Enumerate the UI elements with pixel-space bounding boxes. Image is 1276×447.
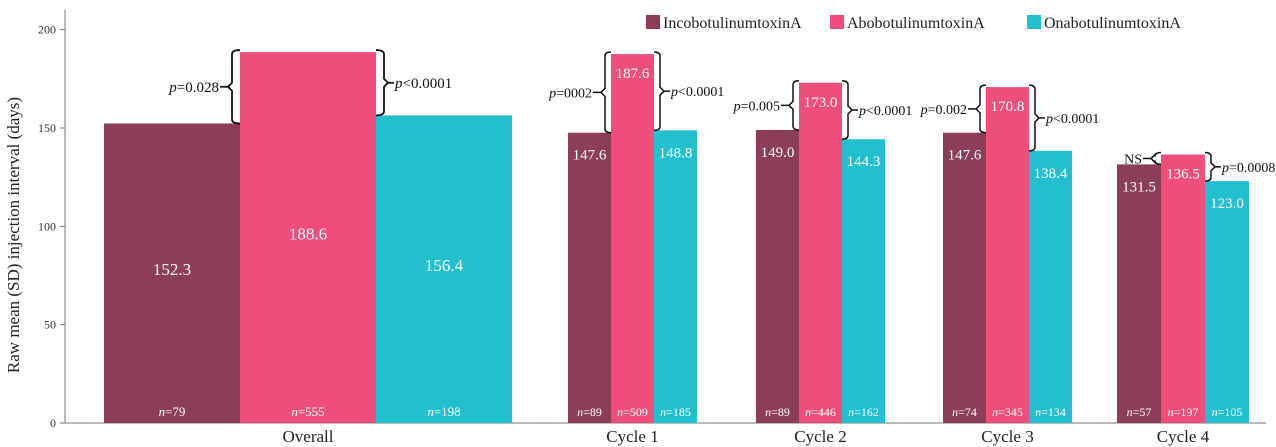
bar [240, 52, 376, 423]
n-label: n=555 [291, 404, 324, 419]
comparison-bracket [1028, 84, 1041, 152]
p-value-label: p=0.005 [733, 99, 780, 114]
bar [1117, 164, 1161, 423]
n-label: n=185 [660, 405, 691, 419]
p-value-label: p<0.0001 [1045, 112, 1099, 127]
legend-label: AbobotulinumtoxinA [847, 15, 985, 32]
data-label: 144.3 [847, 154, 881, 170]
legend: IncobotulinumtoxinA AbobotulinumtoxinA Ona… [646, 15, 1181, 32]
comparison-bracket [599, 51, 612, 134]
p-value-label: p<0.0001 [394, 76, 452, 92]
n-label: n=345 [992, 405, 1023, 419]
bar [654, 130, 697, 424]
bar [799, 82, 842, 424]
comparison-bracket [787, 80, 800, 131]
category-label: Cycle 1 [606, 427, 658, 446]
bar [1029, 150, 1072, 423]
bar [376, 115, 512, 423]
bar [986, 87, 1029, 424]
y-tick-label: 150 [38, 121, 56, 135]
p-value-label: p=0.002 [920, 103, 967, 118]
p-value-label: p<0.0001 [858, 104, 912, 119]
data-label: 173.0 [804, 95, 838, 111]
comparison-bracket [1149, 151, 1162, 166]
bar [611, 54, 654, 423]
n-label: n=57 [1127, 405, 1152, 419]
comparison-bracket [226, 49, 241, 125]
n-label: n=74 [952, 405, 977, 419]
data-label: 170.8 [991, 99, 1025, 115]
category-label: Cycle 4 [1157, 427, 1210, 446]
comparison-bracket [375, 49, 390, 117]
n-label: n=89 [765, 405, 790, 419]
category-label: Cycle 2 [794, 427, 846, 446]
legend-swatch [830, 15, 844, 29]
comparison-bracket [1204, 151, 1217, 182]
n-label: n=198 [427, 404, 460, 419]
y-tick-label: 100 [38, 219, 56, 233]
n-label: n=509 [617, 405, 648, 419]
data-label: 187.6 [616, 66, 650, 82]
y-tick-label: 0 [50, 416, 56, 430]
n-label: n=197 [1168, 405, 1199, 419]
category-label: Overall [283, 427, 334, 446]
p-value-label: NS [1124, 152, 1142, 167]
data-label: 147.6 [573, 148, 607, 164]
annotations: p=0.028 p<0.0001 p=0002 p<0.0001 p=0.005 p<0.… [168, 49, 1275, 182]
bar [104, 123, 240, 423]
data-label: 148.8 [659, 145, 693, 161]
bar [1161, 154, 1205, 424]
comparison-bracket [653, 51, 666, 132]
n-label: n=162 [848, 405, 879, 419]
p-value-label: p=0.028 [168, 80, 219, 96]
data-label: 156.4 [425, 256, 464, 275]
p-value-label: p=0002 [548, 86, 592, 101]
p-value-label: p<0.0001 [670, 85, 724, 100]
legend-label: OnabotulinumtoxinA [1044, 15, 1181, 32]
bar [943, 132, 986, 423]
bar [568, 132, 611, 423]
n-label: n=89 [577, 405, 602, 419]
data-label: 131.5 [1122, 179, 1156, 195]
legend-swatch [1027, 15, 1041, 29]
y-tick-label: 50 [44, 318, 56, 332]
y-axis-label: Raw mean (SD) injection interval (days) [4, 97, 23, 373]
data-label: 123.0 [1210, 196, 1244, 212]
p-value-label: p=0.0008 [1221, 161, 1275, 176]
bars: 152.3 n=79 188.6 n=555 156.4 n=198 147.6 n=89 18… [104, 52, 1249, 424]
y-tick-label: 200 [38, 23, 56, 37]
comparison-bracket [974, 84, 987, 134]
n-label: n=79 [159, 404, 186, 419]
data-label: 188.6 [289, 225, 327, 244]
category-label: Cycle 3 [981, 427, 1033, 446]
legend-label: IncobotulinumtoxinA [663, 15, 802, 32]
n-label: n=134 [1035, 405, 1066, 419]
bar [1205, 181, 1249, 423]
bar [756, 129, 799, 423]
n-label: n=105 [1212, 405, 1243, 419]
data-label: 152.3 [153, 260, 191, 279]
bar [842, 139, 885, 423]
legend-swatch [646, 15, 660, 29]
comparison-bracket [841, 80, 854, 140]
data-label: 147.6 [948, 148, 982, 164]
data-label: 149.0 [761, 145, 795, 161]
data-label: 138.4 [1034, 166, 1068, 182]
n-label: n=446 [805, 405, 836, 419]
data-label: 136.5 [1166, 167, 1200, 183]
